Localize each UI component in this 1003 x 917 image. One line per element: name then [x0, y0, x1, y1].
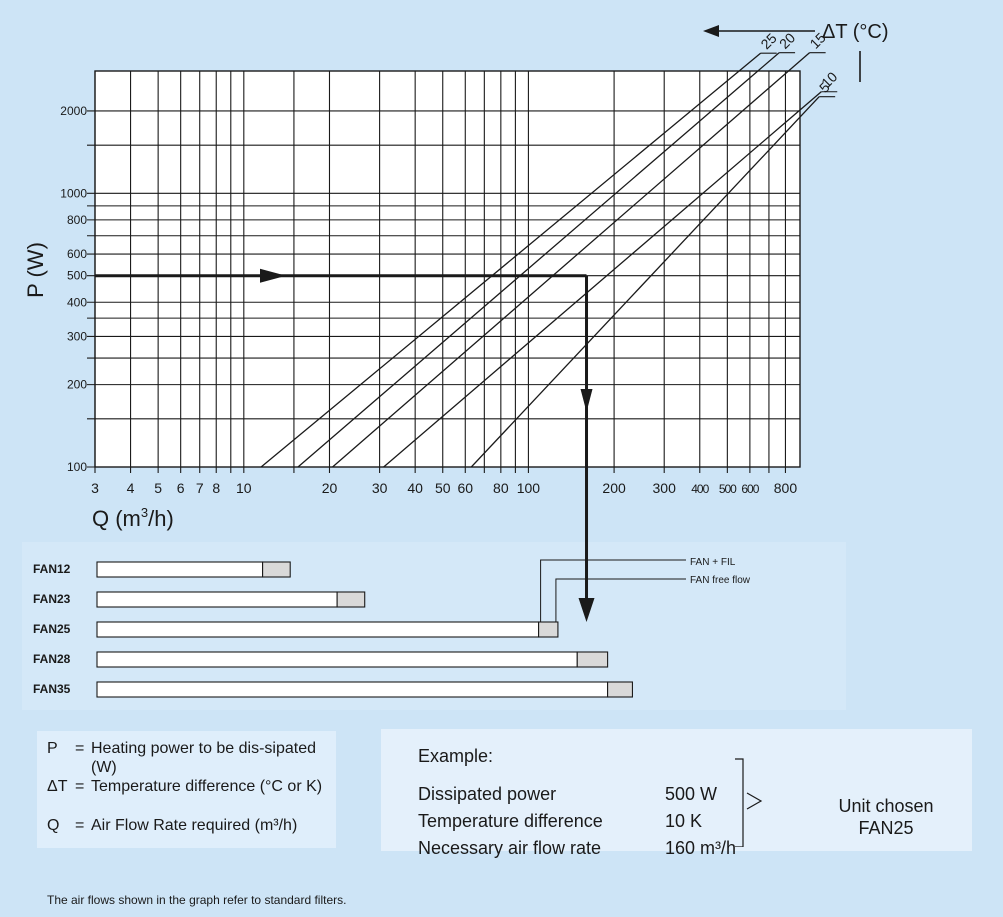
example-label: Necessary air flow rate: [418, 838, 602, 858]
x-tick-label: 50: [435, 480, 451, 496]
x-tick-label: 20: [322, 480, 338, 496]
fan-label: FAN25: [33, 622, 71, 636]
x-tick-label: 3: [91, 480, 99, 496]
legend-symbol: Q: [47, 817, 60, 834]
fan-bar-free-flow: [576, 651, 609, 668]
delta-t-label: 20: [776, 29, 798, 51]
legend-symbol: ΔT: [47, 778, 68, 795]
x-tick-label: 4: [127, 480, 135, 496]
example-title: Example:: [418, 746, 494, 766]
x-tick-label: 60: [457, 480, 473, 496]
delta-t-leader-10: [799, 91, 822, 111]
fan-bar-with-filter: [96, 591, 338, 608]
delta-t-line-10: [383, 109, 800, 467]
delta-t-leader-25: [738, 52, 762, 72]
example-value: 10 K: [665, 811, 703, 831]
footnote: The air flows shown in the graph refer t…: [47, 893, 347, 907]
example-vertical-arrowhead: [580, 389, 593, 412]
legend-equals: =: [75, 817, 85, 834]
legend-text: Air Flow Rate required (m³/h): [91, 817, 298, 834]
example-brace: [735, 758, 763, 847]
x-tick-label: 40: [407, 480, 423, 496]
callout-label: FAN + FIL: [690, 557, 736, 568]
legend-equals: =: [75, 778, 85, 795]
delta-t-line-15: [332, 71, 789, 467]
delta-t-leader-15: [788, 52, 811, 72]
callout-fan-fil: [540, 559, 686, 622]
fan-bar-free-flow: [262, 561, 291, 578]
example-label: Temperature difference: [418, 811, 603, 831]
callout-label: FAN free flow: [690, 575, 751, 586]
x-tick-label: 800: [774, 480, 798, 496]
delta-t-leader-5: [799, 96, 820, 118]
example-horizontal-arrowhead: [260, 268, 286, 283]
x-axis-title-tail: /h): [148, 506, 174, 531]
y-tick-label: 1000: [60, 186, 87, 200]
fan-bar-free-flow: [607, 681, 633, 698]
x-tick-label: 400: [691, 482, 709, 496]
x-tick-label: 100: [517, 480, 541, 496]
symbol-legend: P = Heating power to be dis-sipated (W) …: [37, 731, 336, 848]
example-vertical-arrowhead-bottom: [578, 598, 595, 622]
delta-t-line-25: [260, 71, 740, 467]
fan-bar-with-filter: [96, 681, 609, 698]
x-tick-label: 30: [372, 480, 388, 496]
delta-t-leader-20: [757, 52, 780, 72]
example-value: 160 m³/h: [665, 838, 737, 858]
x-tick-label: 200: [602, 480, 626, 496]
legend-text: Heating power to be dis-sipated (W): [91, 740, 317, 776]
x-tick-label: 7: [196, 480, 204, 496]
legend-text: Temperature difference (°C or K): [91, 778, 323, 795]
example-result-label: Unit chosen: [838, 796, 934, 816]
callout-free-flow: [555, 578, 686, 622]
y-tick-label: 300: [67, 329, 87, 343]
example-value: 500 W: [665, 784, 718, 804]
y-tick-label: 100: [67, 460, 87, 474]
fan-label: FAN23: [33, 592, 71, 606]
fan-bar-free-flow: [336, 591, 366, 608]
x-tick-label: 8: [212, 480, 220, 496]
fan-label: FAN35: [33, 682, 71, 696]
delta-t-line-20: [297, 71, 759, 467]
airflow-chart: 3 4 5 6 7 8 10 20 30 40 50 60 80 100 200 300 400 500 600 80…: [23, 21, 889, 698]
fan-bar-with-filter: [96, 561, 264, 578]
legend-symbol: P: [47, 740, 58, 757]
example-label: Dissipated power: [418, 784, 557, 804]
x-axis-title-superscript: 3: [141, 505, 148, 520]
x-tick-label: 500: [719, 482, 737, 496]
legend-equals: =: [75, 740, 85, 757]
y-tick-label: 500: [67, 269, 87, 283]
plot-area: [95, 71, 800, 467]
fan-label: FAN28: [33, 652, 71, 666]
plot-frame: [94, 70, 801, 468]
example-box: Example: Dissipated power 500 W Temperat…: [381, 729, 972, 858]
fan-bar-with-filter: [96, 621, 540, 638]
y-tick-label: 600: [67, 247, 87, 261]
x-tick-label: 300: [653, 480, 677, 496]
fan-bar-free-flow: [538, 621, 559, 638]
example-result-fan: FAN25: [858, 818, 914, 838]
x-tick-label: 80: [493, 480, 509, 496]
delta-t-axis-label: ΔT (°C): [822, 21, 889, 43]
example-result: Unit chosen FAN25: [821, 795, 951, 839]
fan-label: FAN12: [33, 562, 71, 576]
x-tick-label: 600: [741, 482, 759, 496]
delta-t-arrowhead: [703, 25, 719, 37]
delta-t-line-5: [470, 116, 800, 467]
y-axis-title: P (W): [23, 242, 48, 298]
fan-bar-with-filter: [96, 651, 578, 668]
y-tick-label: 800: [67, 213, 87, 227]
y-tick-label: 200: [67, 378, 87, 392]
y-tick-label: 2000: [60, 104, 87, 118]
x-tick-label: 5: [154, 480, 162, 496]
y-tick-label: 400: [67, 295, 87, 309]
x-tick-label: 6: [177, 480, 185, 496]
x-axis-title: Q (m3/h): [92, 505, 174, 531]
x-tick-label: 10: [236, 480, 252, 496]
